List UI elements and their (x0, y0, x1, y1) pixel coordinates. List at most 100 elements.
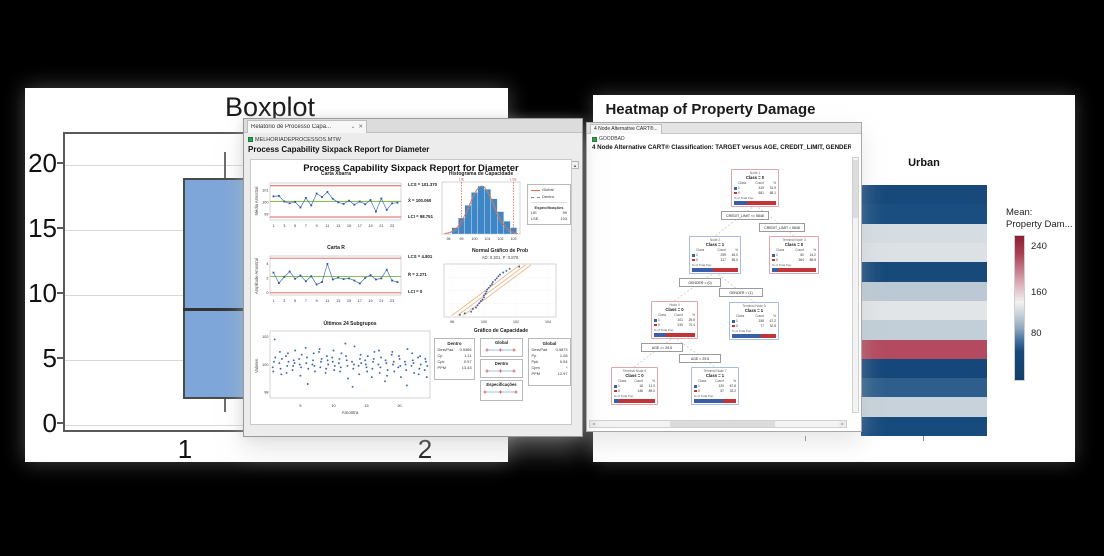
tree-connector-lines (633, 204, 795, 368)
class-distribution-bar (614, 398, 655, 403)
svg-text:98: 98 (450, 320, 454, 324)
tab-bar: Relatório de Processo Capa... ⌄ ✕ (244, 119, 582, 133)
node-class-table: Class Count% 1 60 14.2 0 364 85.8 (772, 248, 816, 262)
ucl-label: LCS = 101.370 (408, 182, 438, 187)
bar-label: % of Total Pop (732, 329, 752, 334)
class-row: 1 60 14.2 (772, 253, 816, 258)
heatmap-cell (861, 339, 987, 359)
node-class-label: Class = 0 (665, 307, 684, 312)
tab-bar: 4 Node Alternative CART®... (587, 123, 861, 134)
svg-text:23: 23 (390, 299, 394, 303)
class0-swatch-icon (772, 258, 775, 262)
spec-label: LSE (531, 215, 539, 221)
class0-swatch-icon (614, 389, 617, 393)
lcl-label: LCI = 0 (408, 289, 423, 294)
chevron-down-icon[interactable]: ⌄ (350, 124, 356, 130)
class-distribution-bar (732, 333, 776, 338)
split-rule: AGE <= 29.5 (641, 343, 683, 352)
node-class-label: Class = 1 (705, 242, 725, 247)
y-tick (57, 292, 64, 294)
svg-text:99: 99 (460, 237, 464, 241)
svg-text:101: 101 (485, 237, 491, 241)
tree-terminal-node-5[interactable]: Terminal Node 5 Class = 1 Class Count% 1 158 6… (729, 302, 779, 341)
stat-row: Cpk 0.97 (437, 358, 472, 364)
spec-title: Especificações (534, 204, 564, 210)
svg-text:7: 7 (305, 299, 307, 303)
svg-text:9: 9 (316, 224, 318, 228)
scrollbar-thumb[interactable] (853, 160, 858, 218)
svg-text:13: 13 (336, 299, 340, 303)
stat-row: Cp 1.11 (437, 352, 472, 358)
class0-swatch-icon (732, 324, 735, 328)
y-tick-label: 10 (28, 278, 57, 308)
ucl-label: LCS = 4.801 (408, 254, 433, 259)
median-line (183, 308, 267, 311)
node-class-table: Class Count% 1 259 45.0 0 317 55.0 (692, 248, 738, 262)
xbar-chart-title: Carta Xbarra (320, 171, 351, 177)
class-row: 0 57 32.2 (694, 389, 736, 394)
tree-node-1[interactable]: Node 1 Class = 0 Class Count% 1 319 31.9 0 681 68… (731, 169, 779, 208)
worksheet-icon (592, 136, 597, 142)
vertical-scrollbar[interactable] (852, 157, 859, 413)
close-icon[interactable]: ✕ (358, 124, 363, 130)
svg-text:5: 5 (294, 224, 296, 228)
bar-label: % of Total Pop (734, 196, 754, 201)
heatmap-cell (861, 242, 987, 263)
worksheet-icon (248, 137, 253, 142)
worksheet-name: MELHORIADEPROCESSOS.MTW (255, 136, 341, 143)
scroll-right-icon[interactable]: ▸ (839, 421, 846, 427)
svg-text:17: 17 (358, 299, 362, 303)
svg-text:104: 104 (545, 320, 551, 324)
bar-label: % of Total Pop (654, 328, 674, 333)
heatmap-column-urban (861, 185, 987, 437)
stat-row: PPM 12.97 (531, 370, 568, 376)
subgroups-chart: 102 100 98 5 10 15 20 (262, 330, 431, 408)
scrollbar-thumb[interactable] (670, 421, 775, 427)
class-row: 1 259 45.0 (692, 253, 738, 258)
report-title: Process Capability Sixpack Report for Di… (303, 163, 519, 174)
node-class-table: Class Count% 1 18 11.0 0 146 89.0 (614, 379, 655, 393)
class0-swatch-icon (694, 389, 697, 393)
heatmap-cell (861, 397, 987, 417)
worksheet-row: GOODBAD (592, 136, 625, 142)
svg-text:15: 15 (364, 404, 368, 408)
global-line-icon (531, 189, 540, 191)
tree-node-2[interactable]: Node 2 Class = 1 Class Count% 1 259 45.0 0 317 55… (689, 236, 741, 275)
report-heading: 4 Node Alternative CART® Classification:… (592, 144, 851, 151)
capability-histogram: LIE LSE 98 99 100 101 102 103 (441, 178, 521, 241)
scroll-left-icon[interactable]: ◂ (590, 421, 597, 427)
class0-swatch-icon (654, 323, 657, 327)
heatmap-cell (861, 223, 987, 243)
tree-node-4[interactable]: Node 4 Class = 0 Class Count% 1 101 29.6 0 240 70… (651, 301, 698, 340)
class1-swatch-icon (772, 253, 775, 257)
horizontal-scrollbar[interactable]: ◂ ▸ (589, 420, 847, 428)
node-class-table: Class Count% 1 319 31.9 0 681 68.1 (734, 181, 776, 195)
tab-cart-report[interactable]: 4 Node Alternative CART®... (590, 124, 662, 134)
tree-terminal-node-6[interactable]: Terminal Node 6 Class = 0 Class Count% 1 18 11… (611, 367, 658, 406)
global-stats-box: Global DesvPad 0.9873 Pp 1.08 Ppk 0.94 Cpm * PPM… (528, 338, 571, 386)
x-axis-tick (923, 436, 924, 441)
chart-title: Boxplot (224, 92, 316, 122)
probplot-subtitle: AD: 0.201, P: 0.878 (481, 255, 519, 260)
spec-value: 99 (562, 209, 567, 215)
node-class-table: Class Count% 1 158 67.2 0 77 32.8 (732, 314, 776, 328)
svg-text:15: 15 (347, 299, 351, 303)
svg-text:102: 102 (262, 335, 268, 339)
tab-capability-report[interactable]: Relatório de Processo Capa... ⌄ ✕ (247, 120, 367, 133)
tree-terminal-node-3[interactable]: Terminal Node 3 Class = 0 Class Count% 1 60 14… (769, 236, 819, 275)
y-tick (57, 357, 64, 359)
class1-swatch-icon (694, 384, 697, 388)
class-row: 1 319 31.9 (734, 186, 776, 191)
scroll-up-icon[interactable]: ▲ (571, 161, 579, 169)
class-row: 0 77 32.8 (732, 324, 776, 329)
tree-terminal-node-7[interactable]: Terminal Node 7 Class = 1 Class Count% 1 120 6… (691, 367, 739, 406)
svg-text:9: 9 (316, 299, 318, 303)
class1-swatch-icon (692, 253, 695, 257)
heatmap-cell (861, 358, 987, 379)
node-title: Terminal Node 5 (742, 304, 766, 308)
interval-panel-global: Global (480, 338, 523, 357)
node-class-label: Class = 0 (745, 175, 765, 180)
node-class-label: Class = 0 (784, 242, 804, 247)
stat-row: DesvPad 0.9873 (531, 346, 568, 352)
class-distribution-bar (772, 267, 816, 272)
